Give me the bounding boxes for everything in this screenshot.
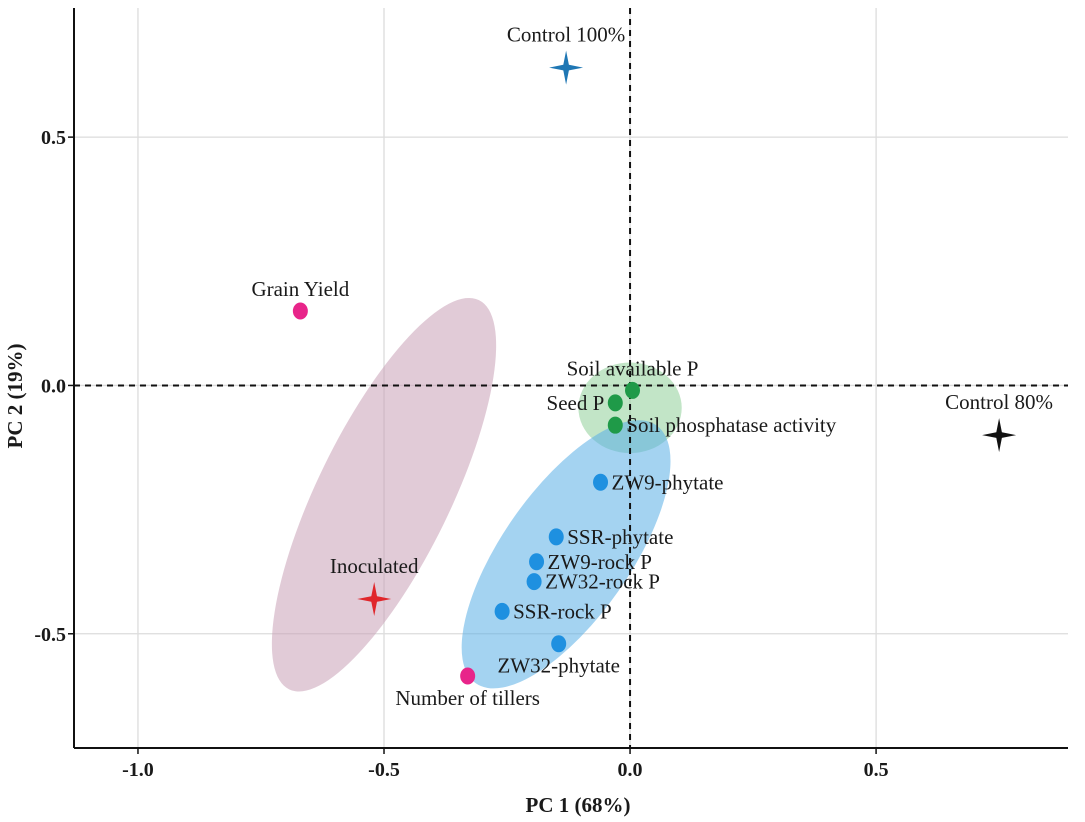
y-axis-title: PC 2 (19%) — [3, 344, 27, 449]
point-zw9-rock-p — [529, 553, 545, 571]
point-labels: Control 100% Control 80% Inoculated Grain Y… — [251, 23, 1053, 710]
label-zw32-phytate: ZW32-phytate — [497, 654, 619, 678]
y-tick-label: -0.5 — [34, 624, 66, 646]
point-ssr-rock-p — [494, 602, 510, 620]
ellipse-strain-group — [461, 420, 671, 689]
point-soil-phosphatase-activity — [607, 416, 623, 434]
label-ssr-rock-p: SSR-rock P — [513, 599, 612, 623]
label-inoculated: Inoculated — [330, 554, 419, 578]
x-tick-label: 0.0 — [618, 759, 643, 781]
label-seed-p: Seed P — [547, 391, 605, 415]
point-zw9-phytate — [593, 473, 609, 491]
label-zw9-rock-p: ZW9-rock P — [548, 550, 652, 574]
label-control-100: Control 100% — [507, 23, 625, 47]
y-tick-label: 0.5 — [41, 127, 66, 149]
zero-reference-lines — [74, 8, 1068, 748]
star-marker-control-80 — [982, 418, 1017, 453]
label-soil-phosphatase-activity: Soil phosphatase activity — [626, 413, 836, 437]
tick-labels: -1.0 -0.5 0.0 0.5 0.5 0.0 -0.5 — [34, 127, 888, 781]
point-number-of-tillers — [460, 667, 476, 685]
x-axis-title: PC 1 (68%) — [526, 793, 631, 817]
label-control-80: Control 80% — [945, 390, 1053, 414]
point-soil-available-p — [625, 381, 641, 399]
x-tick-label: -1.0 — [122, 759, 154, 781]
y-tick-label: 0.0 — [41, 375, 66, 397]
point-grain-yield — [292, 302, 308, 320]
label-ssr-phytate: SSR-phytate — [567, 525, 673, 549]
plot-frame — [73, 8, 1068, 749]
star-marker-inoculated — [357, 582, 392, 616]
x-tick-label: -0.5 — [368, 759, 400, 781]
label-soil-available-p: Soil available P — [567, 356, 699, 380]
star-marker-control-100 — [549, 50, 584, 85]
ellipse-yield-group — [271, 297, 497, 692]
data-points — [292, 50, 1017, 685]
x-tick-label: 0.5 — [864, 759, 889, 781]
label-number-of-tillers: Number of tillers — [395, 686, 540, 710]
point-seed-p — [607, 394, 623, 412]
point-ssr-phytate — [548, 528, 564, 546]
label-zw32-rock-p: ZW32-rock P — [545, 570, 660, 594]
label-grain-yield: Grain Yield — [251, 277, 349, 301]
point-zw32-phytate — [551, 635, 567, 653]
point-zw32-rock-p — [526, 573, 542, 591]
label-zw9-phytate: ZW9-phytate — [612, 470, 724, 494]
